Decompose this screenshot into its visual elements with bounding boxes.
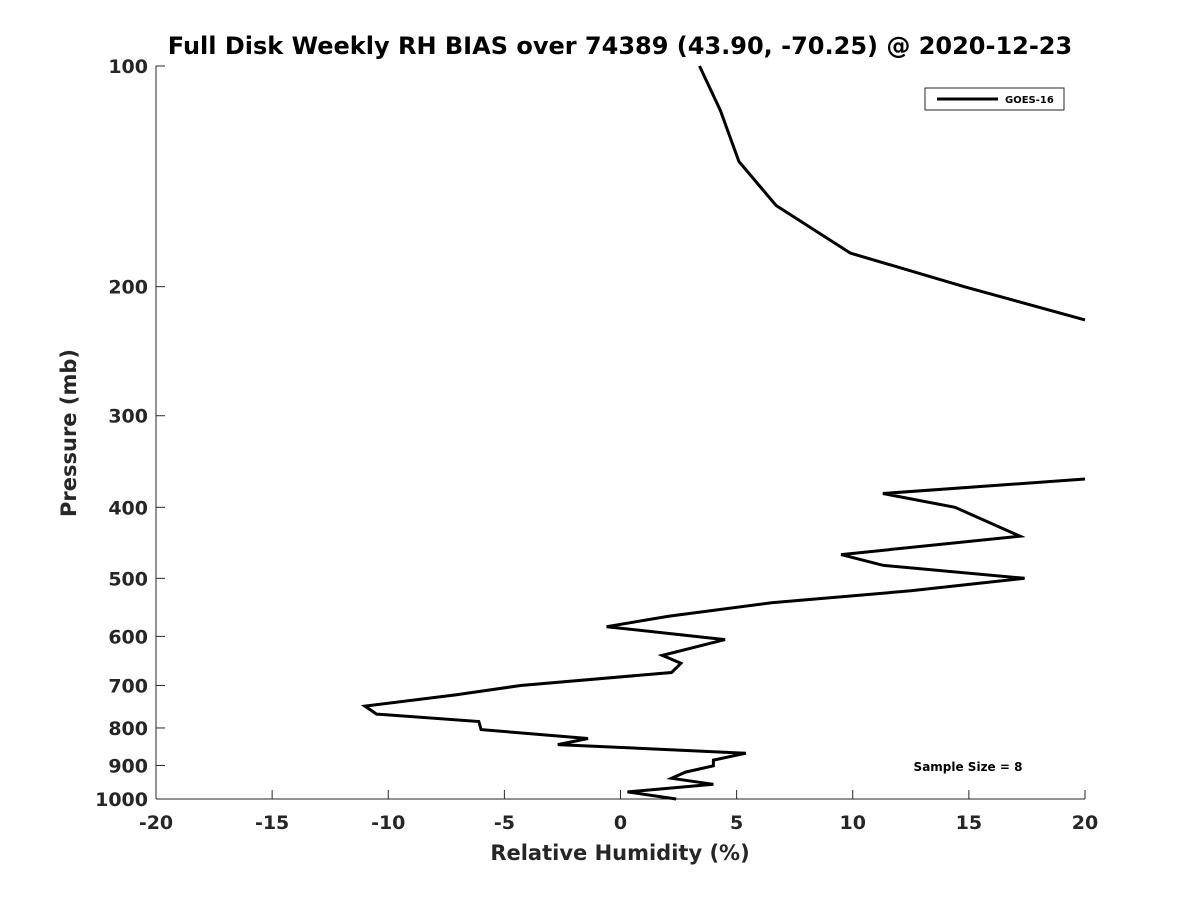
x-tick-label: 20 xyxy=(1072,812,1098,834)
x-tick-label: -15 xyxy=(255,812,289,834)
y-tick-label: 400 xyxy=(108,497,148,519)
x-tick-label: -20 xyxy=(139,812,173,834)
sample-size-annotation: Sample Size = 8 xyxy=(914,760,1023,774)
plot-background xyxy=(156,66,1085,799)
y-tick-label: 800 xyxy=(108,718,148,740)
y-tick-label: 600 xyxy=(108,626,148,648)
x-tick-label: 0 xyxy=(614,812,627,834)
x-tick-label: 10 xyxy=(840,812,866,834)
x-axis-ticks: -20 -15 -10 -5 0 5 10 15 20 xyxy=(139,790,1098,834)
y-tick-label: 900 xyxy=(108,755,148,777)
x-tick-label: -10 xyxy=(371,812,405,834)
x-tick-label: 15 xyxy=(956,812,982,834)
y-tick-label: 200 xyxy=(108,277,148,299)
series-line-goes16 xyxy=(698,65,1086,322)
legend-label-goes16: GOES-16 xyxy=(1005,95,1054,106)
x-tick-label: -5 xyxy=(494,812,515,834)
plot-area xyxy=(155,66,1085,800)
x-tick-label: 5 xyxy=(730,812,743,834)
series-layer xyxy=(360,65,1086,801)
legend: GOES-16 xyxy=(924,87,1065,111)
chart-title: Full Disk Weekly RH BIAS over 74389 (43.… xyxy=(168,32,1072,60)
x-axis-title: Relative Humidity (%) xyxy=(490,841,749,865)
y-axis-title: Pressure (mb) xyxy=(57,349,81,517)
y-tick-label: 1000 xyxy=(95,789,148,811)
y-tick-label: 700 xyxy=(108,675,148,697)
y-tick-label: 500 xyxy=(108,568,148,590)
y-tick-label: 300 xyxy=(108,406,148,428)
y-axis-ticks: 100 200 300 400 500 600 700 800 900 1000 xyxy=(95,56,165,811)
series-line-goes16 xyxy=(360,477,1086,801)
y-tick-label: 100 xyxy=(108,56,148,78)
